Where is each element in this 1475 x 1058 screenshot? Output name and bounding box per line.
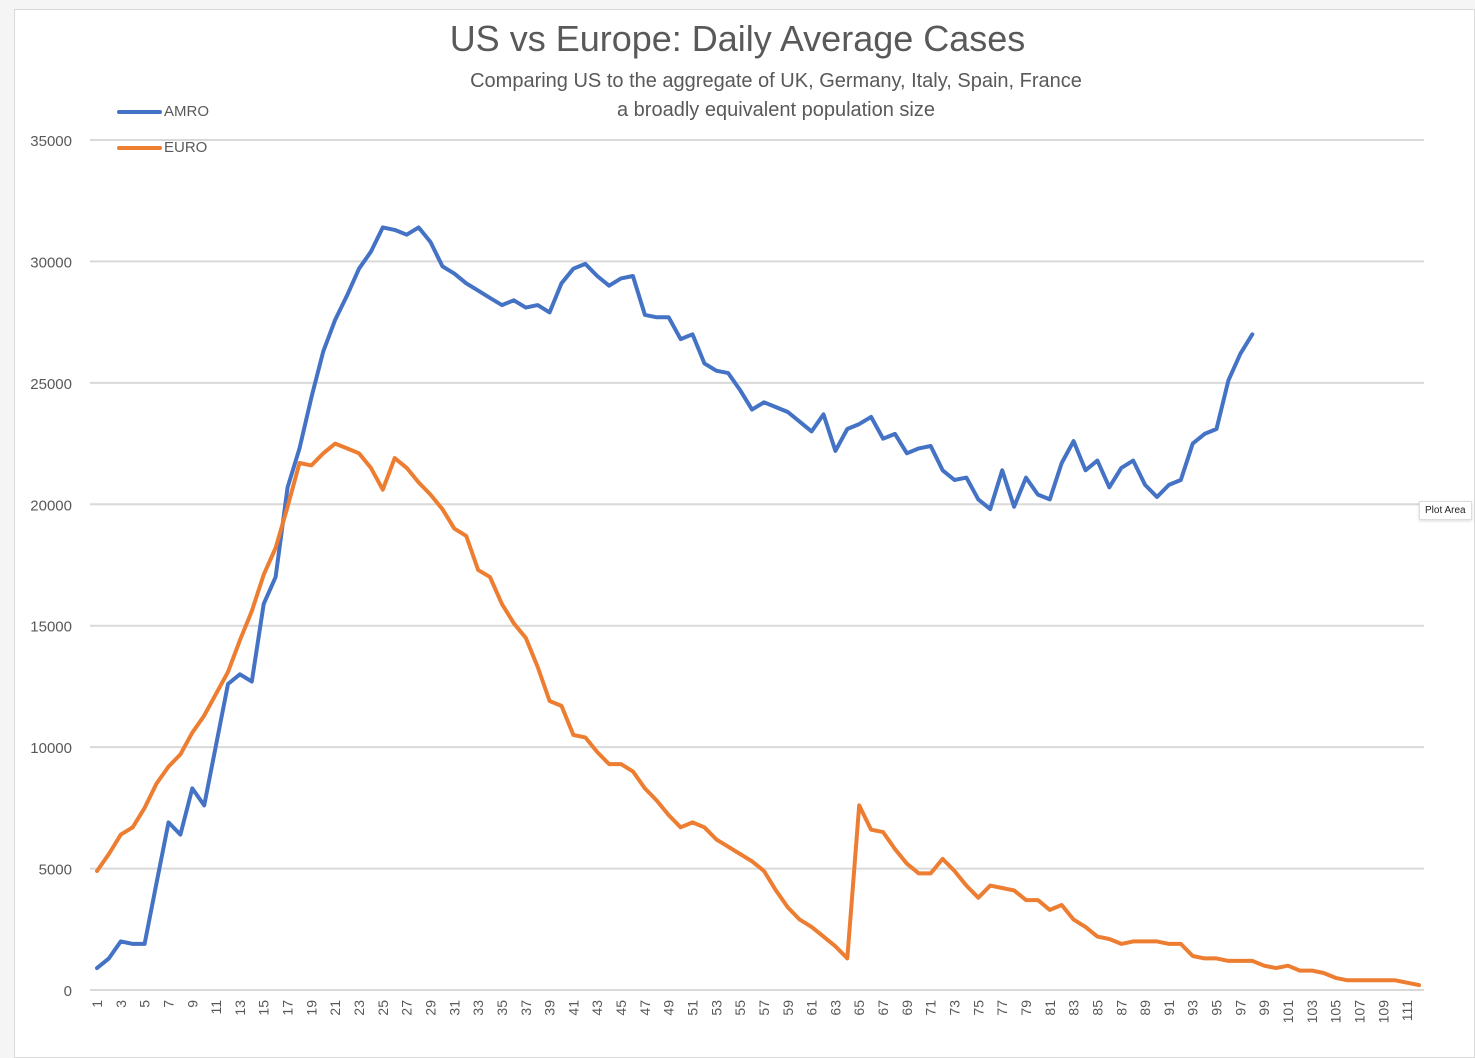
x-tick-label: 75 <box>970 1000 986 1016</box>
y-tick-label: 15000 <box>30 619 72 636</box>
x-tick-label: 73 <box>947 1000 963 1016</box>
y-tick-label: 5000 <box>39 862 72 879</box>
x-tick-label: 29 <box>422 1000 438 1016</box>
x-tick-label: 49 <box>661 1000 677 1016</box>
x-tick-label: 31 <box>446 1000 462 1016</box>
x-tick-label: 47 <box>637 1000 653 1016</box>
x-tick-label: 103 <box>1304 1000 1320 1024</box>
y-tick-label: 0 <box>64 983 72 1000</box>
x-tick-label: 77 <box>994 1000 1010 1016</box>
x-tick-label: 71 <box>923 1000 939 1016</box>
x-tick-label: 1 <box>89 1000 105 1008</box>
series-line-euro[interactable] <box>95 441 1421 988</box>
x-tick-label: 63 <box>827 1000 843 1016</box>
x-tick-label: 27 <box>399 1000 415 1016</box>
x-tick-label: 107 <box>1351 1000 1367 1024</box>
chart-title: US vs Europe: Daily Average Cases <box>449 18 1026 59</box>
legend-item-euro[interactable]: EURO <box>117 139 207 156</box>
y-tick-label: 25000 <box>30 376 72 393</box>
x-tick-label: 99 <box>1256 1000 1272 1016</box>
legend-label-euro: EURO <box>164 139 208 156</box>
x-axis-ticks: 1 3 5 7 9 11 13 15 17 19 21 23 25 27 29 31 33 35 37 39 41 43 4… <box>89 1000 1415 1024</box>
y-tick-label: 35000 <box>30 133 72 150</box>
x-tick-label: 21 <box>327 1000 343 1016</box>
chart-subtitle-line-2: a broadly equivalent population size <box>617 99 935 121</box>
x-tick-label: 55 <box>732 1000 748 1016</box>
x-tick-label: 91 <box>1161 1000 1177 1016</box>
x-tick-label: 7 <box>160 1000 176 1008</box>
x-tick-label: 17 <box>280 1000 296 1016</box>
x-tick-label: 95 <box>1209 1000 1225 1016</box>
y-tick-label: 20000 <box>30 497 72 514</box>
x-tick-label: 37 <box>518 1000 534 1016</box>
x-tick-label: 87 <box>1113 1000 1129 1016</box>
x-tick-label: 85 <box>1089 1000 1105 1016</box>
x-tick-label: 23 <box>351 1000 367 1016</box>
legend-item-amro[interactable]: AMRO <box>117 103 209 120</box>
x-tick-label: 11 <box>208 1000 224 1015</box>
x-tick-label: 13 <box>232 1000 248 1016</box>
x-tick-label: 9 <box>184 1000 200 1008</box>
x-tick-label: 81 <box>1042 1000 1058 1016</box>
x-tick-label: 45 <box>613 1000 629 1016</box>
x-tick-label: 3 <box>113 1000 129 1008</box>
x-tick-label: 111 <box>1399 1000 1415 1021</box>
legend-swatch-euro <box>117 145 162 150</box>
x-tick-label: 83 <box>1066 1000 1082 1016</box>
x-tick-label: 79 <box>1018 1000 1034 1016</box>
x-tick-label: 5 <box>137 1000 153 1008</box>
x-tick-label: 61 <box>804 1000 820 1016</box>
x-tick-label: 43 <box>589 1000 605 1016</box>
x-tick-label: 33 <box>470 1000 486 1016</box>
y-tick-label: 30000 <box>30 254 72 271</box>
series-lines <box>95 225 1421 988</box>
series-line-amro[interactable] <box>95 225 1255 971</box>
x-tick-label: 65 <box>851 1000 867 1016</box>
x-tick-label: 97 <box>1232 1000 1248 1016</box>
chart-frame <box>14 9 1475 1058</box>
chart-subtitle-line-1: Comparing US to the aggregate of UK, Ger… <box>470 70 1082 92</box>
legend-swatch-amro <box>117 109 162 114</box>
x-tick-label: 101 <box>1280 1000 1296 1024</box>
x-tick-label: 19 <box>303 1000 319 1016</box>
x-tick-label: 35 <box>494 1000 510 1016</box>
x-tick-label: 109 <box>1375 1000 1391 1024</box>
x-tick-label: 93 <box>1185 1000 1201 1016</box>
x-tick-label: 67 <box>875 1000 891 1016</box>
x-tick-label: 51 <box>684 1000 700 1016</box>
y-tick-label: 10000 <box>30 740 72 757</box>
x-tick-label: 59 <box>780 1000 796 1016</box>
plot-area-tooltip: Plot Area <box>1419 501 1472 520</box>
x-tick-label: 41 <box>565 1000 581 1016</box>
x-tick-label: 53 <box>708 1000 724 1016</box>
x-tick-label: 69 <box>899 1000 915 1016</box>
legend-label-amro: AMRO <box>164 103 209 120</box>
x-tick-label: 15 <box>256 1000 272 1016</box>
x-tick-label: 105 <box>1328 1000 1344 1024</box>
x-tick-label: 57 <box>756 1000 772 1016</box>
x-tick-label: 25 <box>375 1000 391 1016</box>
x-tick-label: 39 <box>542 1000 558 1016</box>
y-axis-ticks: 0 5000 10000 15000 20000 25000 30000 35000 <box>30 133 72 1000</box>
gridlines <box>90 139 1424 991</box>
x-tick-label: 89 <box>1137 1000 1153 1016</box>
